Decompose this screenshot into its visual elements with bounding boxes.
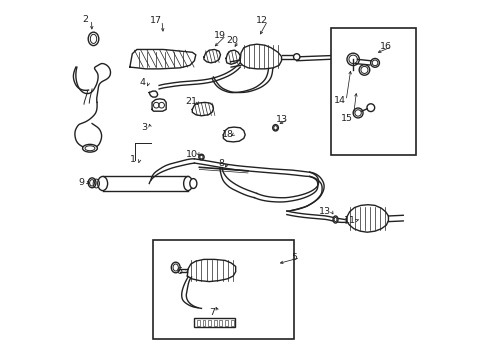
Text: 19: 19 bbox=[213, 31, 225, 40]
Text: 2: 2 bbox=[82, 15, 88, 24]
Text: 20: 20 bbox=[225, 36, 238, 45]
Text: 13: 13 bbox=[275, 115, 287, 124]
Polygon shape bbox=[203, 49, 220, 63]
Text: 8: 8 bbox=[218, 158, 224, 167]
Text: 17: 17 bbox=[149, 16, 161, 25]
Text: 13: 13 bbox=[318, 207, 330, 216]
Ellipse shape bbox=[352, 108, 362, 118]
Polygon shape bbox=[346, 205, 387, 232]
Ellipse shape bbox=[98, 176, 107, 190]
Bar bbox=[208, 320, 210, 326]
Text: 1: 1 bbox=[130, 155, 136, 164]
Text: 6: 6 bbox=[176, 266, 182, 275]
Bar bbox=[202, 320, 205, 326]
Text: 5: 5 bbox=[290, 253, 296, 262]
Ellipse shape bbox=[332, 216, 337, 223]
Ellipse shape bbox=[370, 58, 379, 67]
Polygon shape bbox=[187, 259, 235, 282]
Bar bbox=[330, 28, 415, 155]
Text: 16: 16 bbox=[379, 42, 391, 51]
Ellipse shape bbox=[189, 179, 197, 189]
Ellipse shape bbox=[366, 104, 374, 112]
Ellipse shape bbox=[346, 53, 359, 66]
Text: 10: 10 bbox=[186, 150, 198, 159]
Bar bbox=[194, 318, 235, 328]
Ellipse shape bbox=[293, 54, 299, 60]
Bar bbox=[213, 320, 216, 326]
Text: 9: 9 bbox=[79, 178, 84, 187]
Ellipse shape bbox=[199, 154, 203, 160]
Text: 3: 3 bbox=[141, 123, 147, 132]
Bar bbox=[230, 320, 233, 326]
Bar bbox=[197, 320, 199, 326]
Polygon shape bbox=[240, 44, 281, 69]
Ellipse shape bbox=[272, 125, 278, 131]
Text: 14: 14 bbox=[333, 96, 345, 105]
Ellipse shape bbox=[352, 50, 376, 60]
Ellipse shape bbox=[82, 144, 97, 152]
Text: 18: 18 bbox=[221, 130, 233, 139]
Text: 7: 7 bbox=[208, 308, 215, 317]
Polygon shape bbox=[130, 49, 195, 69]
Polygon shape bbox=[223, 127, 244, 142]
Text: 12: 12 bbox=[255, 16, 267, 25]
Polygon shape bbox=[192, 102, 213, 116]
Ellipse shape bbox=[183, 176, 192, 190]
Polygon shape bbox=[225, 50, 240, 64]
Text: 4: 4 bbox=[139, 78, 145, 87]
Bar bbox=[219, 320, 222, 326]
Bar bbox=[152, 240, 293, 339]
Bar bbox=[224, 320, 227, 326]
Ellipse shape bbox=[358, 65, 369, 75]
Text: 15: 15 bbox=[340, 114, 352, 123]
Text: 21: 21 bbox=[184, 97, 197, 106]
Text: 11: 11 bbox=[343, 216, 355, 225]
